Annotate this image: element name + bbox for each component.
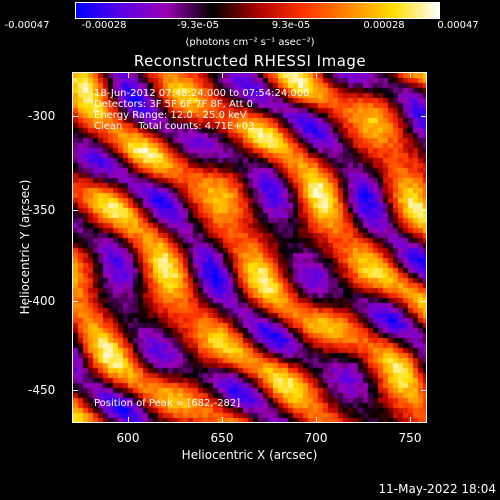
colorbar-tick-label: 0.00028 — [363, 20, 405, 31]
y-tick-mark — [421, 390, 427, 391]
x-tick-mark — [316, 417, 317, 423]
info-energy-range: Energy Range: 12.0 - 25.0 keV — [94, 110, 247, 121]
info-time-range: 18-Jun-2012 07:48:24.000 to 07:54:24.000 — [94, 88, 310, 99]
info-detectors: Detectors: 3F 5F 6F 7F 8F, Att 0 — [94, 99, 254, 110]
y-tick-label: -400 — [28, 294, 56, 308]
y-tick-label: -300 — [28, 109, 56, 123]
peak-position-text: Position of Peak = [682,-282] — [94, 398, 241, 409]
y-tick-label: -350 — [28, 203, 56, 217]
x-tick-label: 600 — [116, 431, 140, 445]
x-tick-mark — [316, 72, 317, 78]
rhessi-heatmap — [73, 73, 426, 422]
x-tick-mark — [222, 417, 223, 423]
x-tick-mark — [128, 72, 129, 78]
x-tick-mark — [128, 417, 129, 423]
x-tick-mark — [410, 417, 411, 423]
colorbar-tick-label: -0.00028 — [81, 20, 127, 31]
y-tick-mark — [421, 210, 427, 211]
x-tick-label: 750 — [398, 431, 422, 445]
x-tick-label: 700 — [304, 431, 328, 445]
y-axis-label: Heliocentric Y (arcsec) — [18, 179, 32, 315]
y-tick-mark — [72, 210, 78, 211]
plot-title: Reconstructed RHESSI Image — [133, 52, 367, 70]
info-clean-counts: Clean Total counts: 4.71E+03 — [94, 121, 255, 132]
colorbar — [75, 2, 440, 19]
x-tick-label: 650 — [210, 431, 234, 445]
image-panel — [72, 72, 427, 423]
colorbar-tick-label: -9.3e-05 — [177, 20, 219, 31]
y-tick-mark — [421, 116, 427, 117]
y-tick-mark — [72, 301, 78, 302]
colorbar-units: (photons cm⁻² s⁻¹ asec⁻²) — [185, 37, 315, 48]
timestamp: 11-May-2022 18:04 — [378, 482, 496, 496]
colorbar-tick-label: 9.3e-05 — [271, 20, 311, 31]
colorbar-tick-label: 0.00047 — [437, 20, 479, 31]
y-tick-label: -450 — [28, 383, 56, 397]
x-axis-label: Heliocentric X (arcsec) — [181, 448, 318, 462]
y-tick-mark — [72, 390, 78, 391]
colorbar-tick-label: -0.00047 — [4, 20, 50, 31]
y-tick-mark — [72, 116, 78, 117]
x-tick-mark — [410, 72, 411, 78]
x-tick-mark — [222, 72, 223, 78]
y-tick-mark — [421, 301, 427, 302]
